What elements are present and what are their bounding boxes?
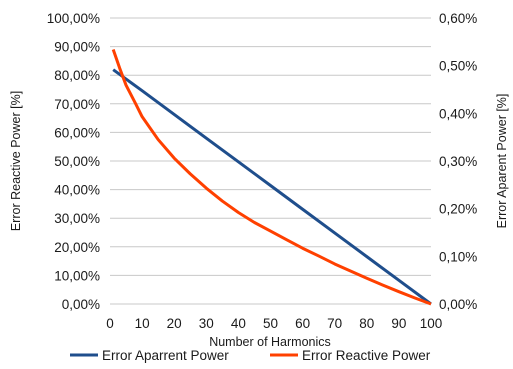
legend-label: Error Reactive Power (302, 348, 431, 363)
legend-label: Error Aparrent Power (102, 348, 229, 363)
x-tick-label: 70 (327, 316, 342, 331)
x-tick-label: 90 (391, 316, 406, 331)
left-tick-label: 10,00% (54, 268, 100, 283)
x-tick-label: 30 (199, 316, 214, 331)
left-tick-label: 50,00% (54, 154, 100, 169)
legend: Error Aparrent Power Error Reactive Power (70, 348, 431, 363)
left-tick-label: 60,00% (54, 125, 100, 140)
right-tick-label: 0,30% (439, 154, 477, 169)
left-tick-label: 20,00% (54, 240, 100, 255)
x-tick-label: 100 (420, 316, 443, 331)
right-tick-label: 0,60% (439, 11, 477, 26)
x-axis-title: Number of Harmonics (209, 335, 331, 349)
x-tick-label: 0 (106, 316, 114, 331)
x-tick-label: 80 (359, 316, 374, 331)
right-tick-label: 0,20% (439, 202, 477, 217)
x-tick-label: 10 (135, 316, 150, 331)
right-axis-tick-labels: 0,00% 0,10% 0,20% 0,30% 0,40% 0,50% 0,60% (439, 11, 477, 312)
left-axis-tick-labels: 0,00% 10,00% 20,00% 30,00% 40,00% 50,00% 60,00… (47, 11, 100, 312)
left-tick-label: 40,00% (54, 183, 100, 198)
right-tick-label: 0,10% (439, 249, 477, 264)
series-lines (111, 48, 432, 306)
right-tick-label: 0,50% (439, 59, 477, 74)
left-tick-label: 30,00% (54, 211, 100, 226)
right-tick-label: 0,40% (439, 106, 477, 121)
right-tick-label: 0,00% (439, 297, 477, 312)
grid (110, 17, 431, 305)
x-tick-label: 40 (231, 316, 246, 331)
x-tick-label: 20 (167, 316, 182, 331)
left-axis-title: Error Reactive Power [%] (9, 91, 23, 231)
series-line-2 (111, 48, 432, 306)
x-tick-label: 60 (295, 316, 310, 331)
x-tick-label: 50 (263, 316, 278, 331)
left-tick-label: 80,00% (54, 68, 100, 83)
left-tick-label: 100,00% (47, 11, 100, 26)
left-tick-label: 90,00% (54, 40, 100, 55)
right-axis-title: Error Aparent Power [%] (495, 94, 509, 229)
left-tick-label: 0,00% (62, 297, 100, 312)
x-axis-tick-labels: 0 10 20 30 40 50 60 70 80 90 100 (106, 316, 442, 331)
series-line-1 (112, 68, 432, 306)
left-tick-label: 70,00% (54, 97, 100, 112)
